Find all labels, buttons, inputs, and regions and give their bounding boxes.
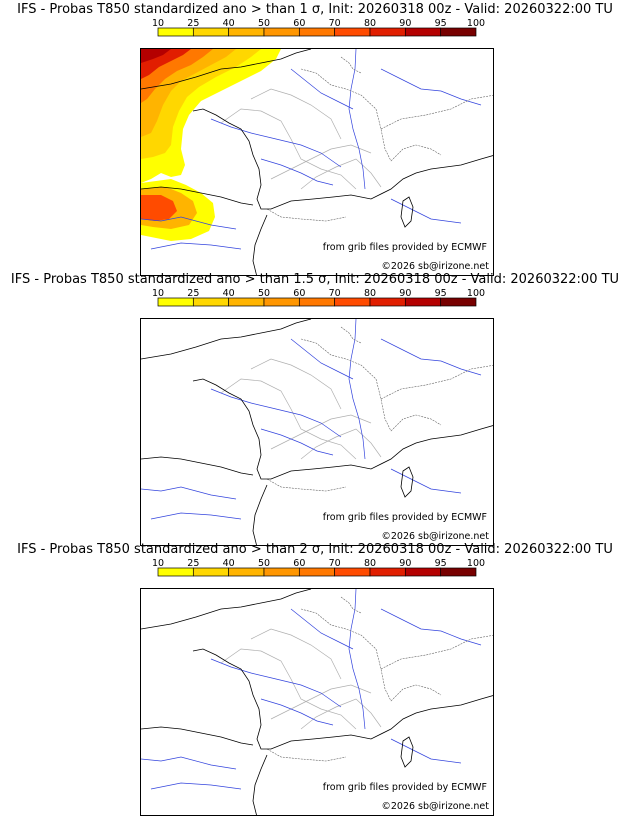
scale-tick-label: 90 bbox=[399, 18, 411, 29]
map-drawing bbox=[141, 49, 493, 275]
source-credit: from grib files provided by ECMWF bbox=[322, 242, 487, 253]
scale-swatch bbox=[440, 567, 477, 577]
map-area: from grib files provided by ECMWF ©2026 … bbox=[140, 588, 494, 816]
scale-swatch bbox=[228, 297, 265, 307]
scale-swatch bbox=[404, 297, 442, 307]
scale-swatch bbox=[404, 27, 442, 37]
scale-tick-label: 40 bbox=[223, 558, 235, 569]
scale-tick-label: 60 bbox=[293, 558, 305, 569]
copyright-credit: ©2026 sb@irizone.net bbox=[381, 531, 489, 542]
scale-swatch bbox=[404, 567, 442, 577]
scale-tick-label: 100 bbox=[467, 18, 485, 29]
scale-swatch bbox=[263, 297, 300, 307]
source-credit: from grib files provided by ECMWF bbox=[322, 782, 487, 793]
color-scale: 10 25 40 50 60 70 80 90 95 100 bbox=[152, 288, 485, 307]
map-drawing bbox=[141, 589, 493, 815]
scale-swatch bbox=[263, 567, 300, 577]
copyright-credit: ©2026 sb@irizone.net bbox=[381, 261, 489, 272]
color-scale: 10 25 40 50 60 70 80 90 95 100 bbox=[152, 18, 485, 37]
source-credit: from grib files provided by ECMWF bbox=[322, 512, 487, 523]
coastline bbox=[141, 319, 493, 545]
scale-tick-label: 25 bbox=[187, 558, 199, 569]
island-outline bbox=[400, 736, 414, 768]
scale-swatch bbox=[369, 27, 406, 37]
scale-tick-label: 100 bbox=[467, 288, 485, 299]
scale-swatch bbox=[440, 27, 477, 37]
scale-tick-label: 10 bbox=[152, 18, 164, 29]
scale-tick-label: 90 bbox=[399, 288, 411, 299]
scale-tick-label: 80 bbox=[364, 18, 376, 29]
copyright-credit: ©2026 sb@irizone.net bbox=[381, 801, 489, 812]
coastline bbox=[141, 49, 493, 275]
scale-tick-label: 50 bbox=[258, 18, 270, 29]
panel-title: IFS - Probas T850 standardized ano > tha… bbox=[17, 542, 613, 557]
map-area: from grib files provided by ECMWF ©2026 … bbox=[140, 48, 494, 276]
scale-swatch bbox=[192, 567, 230, 577]
scale-tick-label: 70 bbox=[329, 558, 341, 569]
scale-swatch bbox=[192, 27, 230, 37]
scale-swatch bbox=[157, 297, 194, 307]
scale-tick-label: 95 bbox=[435, 18, 447, 29]
rivers bbox=[141, 319, 482, 520]
region-boundaries bbox=[220, 358, 382, 460]
scale-tick-label: 100 bbox=[467, 558, 485, 569]
rivers bbox=[141, 589, 482, 790]
rivers bbox=[141, 49, 482, 250]
map-area: from grib files provided by ECMWF ©2026 … bbox=[140, 318, 494, 546]
scale-tick-label: 25 bbox=[187, 18, 199, 29]
scale-tick-label: 60 bbox=[293, 288, 305, 299]
country-borders bbox=[266, 596, 493, 762]
scale-tick-label: 50 bbox=[258, 288, 270, 299]
country-borders bbox=[266, 56, 493, 222]
panel-title: IFS - Probas T850 standardized ano > tha… bbox=[10, 272, 620, 287]
scale-swatch bbox=[298, 567, 336, 577]
scale-tick-label: 25 bbox=[187, 288, 199, 299]
scale-swatch bbox=[192, 297, 230, 307]
scale-swatch bbox=[228, 27, 265, 37]
scale-swatch bbox=[157, 567, 194, 577]
scale-swatch bbox=[440, 297, 477, 307]
scale-swatch bbox=[298, 27, 336, 37]
map-panel-1: IFS - Probas T850 standardized ano > tha… bbox=[0, 0, 630, 276]
panel-title: IFS - Probas T850 standardized ano > tha… bbox=[17, 2, 613, 17]
scale-tick-label: 80 bbox=[364, 558, 376, 569]
map-panel-3: IFS - Probas T850 standardized ano > tha… bbox=[0, 540, 630, 816]
color-scale: 10 25 40 50 60 70 80 90 95 100 bbox=[152, 558, 485, 577]
scale-swatch bbox=[334, 567, 371, 577]
scale-tick-label: 10 bbox=[152, 558, 164, 569]
scale-swatch bbox=[369, 297, 406, 307]
scale-swatch bbox=[334, 297, 371, 307]
probability-area bbox=[141, 49, 171, 63]
scale-tick-label: 10 bbox=[152, 288, 164, 299]
island-outline bbox=[400, 466, 414, 498]
scale-tick-label: 95 bbox=[435, 558, 447, 569]
scale-swatch bbox=[157, 27, 194, 37]
map-panel-2: IFS - Probas T850 standardized ano > tha… bbox=[0, 270, 630, 546]
region-boundaries bbox=[220, 628, 382, 730]
scale-tick-label: 70 bbox=[329, 288, 341, 299]
scale-tick-label: 70 bbox=[329, 18, 341, 29]
scale-tick-label: 40 bbox=[223, 18, 235, 29]
map-drawing bbox=[141, 319, 493, 545]
scale-swatch bbox=[298, 297, 336, 307]
scale-tick-label: 90 bbox=[399, 558, 411, 569]
scale-swatch bbox=[334, 27, 371, 37]
scale-swatch bbox=[369, 567, 406, 577]
scale-tick-label: 95 bbox=[435, 288, 447, 299]
scale-tick-label: 50 bbox=[258, 558, 270, 569]
scale-swatch bbox=[228, 567, 265, 577]
scale-tick-label: 40 bbox=[223, 288, 235, 299]
coastline bbox=[141, 589, 493, 815]
region-boundaries bbox=[220, 88, 382, 190]
country-borders bbox=[266, 326, 493, 492]
scale-tick-label: 60 bbox=[293, 18, 305, 29]
scale-tick-label: 80 bbox=[364, 288, 376, 299]
scale-swatch bbox=[263, 27, 300, 37]
island-outline bbox=[400, 196, 414, 228]
probability-area bbox=[141, 195, 177, 221]
